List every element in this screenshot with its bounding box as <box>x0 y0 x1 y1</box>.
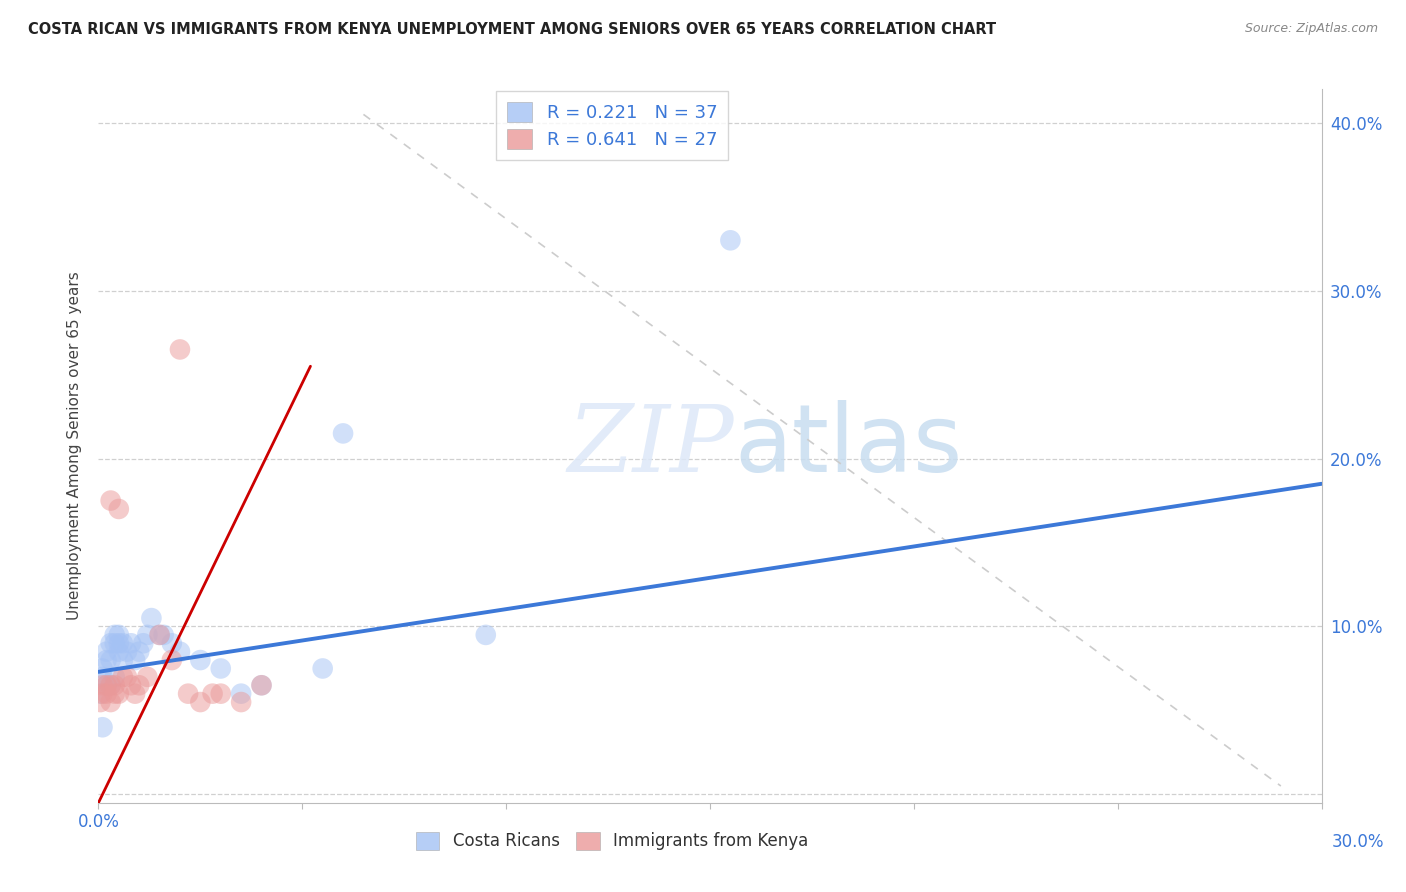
Point <box>115 645 138 659</box>
Point <box>115 670 138 684</box>
Point <box>100 636 122 650</box>
Point <box>104 628 127 642</box>
Point <box>720 233 742 247</box>
Point <box>188 653 212 667</box>
Point <box>201 687 224 701</box>
Point <box>104 636 127 650</box>
Point <box>141 611 163 625</box>
Point <box>91 670 114 684</box>
Point <box>160 653 183 667</box>
Point <box>100 695 122 709</box>
Point <box>209 661 232 675</box>
Point <box>100 493 122 508</box>
Point <box>160 636 183 650</box>
Legend: Costa Ricans, Immigrants from Kenya: Costa Ricans, Immigrants from Kenya <box>408 823 817 859</box>
Point <box>96 678 118 692</box>
Point <box>111 636 134 650</box>
Point <box>104 687 127 701</box>
Point <box>91 720 114 734</box>
Point <box>132 636 155 650</box>
Point <box>136 670 159 684</box>
Point <box>100 678 122 692</box>
Point <box>332 426 354 441</box>
Point <box>111 670 134 684</box>
Point <box>111 653 134 667</box>
Point <box>231 687 253 701</box>
Point <box>91 678 114 692</box>
Point <box>96 645 118 659</box>
Point <box>104 670 127 684</box>
Text: ZIP: ZIP <box>568 401 734 491</box>
Point <box>89 695 111 709</box>
Point <box>152 628 174 642</box>
Point <box>312 661 335 675</box>
Point <box>169 645 191 659</box>
Point <box>250 678 273 692</box>
Point <box>124 687 146 701</box>
Text: Source: ZipAtlas.com: Source: ZipAtlas.com <box>1244 22 1378 36</box>
Point <box>120 678 142 692</box>
Point <box>177 687 200 701</box>
Y-axis label: Unemployment Among Seniors over 65 years: Unemployment Among Seniors over 65 years <box>67 272 83 620</box>
Point <box>250 678 273 692</box>
Text: atlas: atlas <box>734 400 963 492</box>
Point <box>209 687 232 701</box>
Point <box>100 653 122 667</box>
Text: COSTA RICAN VS IMMIGRANTS FROM KENYA UNEMPLOYMENT AMONG SENIORS OVER 65 YEARS CO: COSTA RICAN VS IMMIGRANTS FROM KENYA UNE… <box>28 22 997 37</box>
Point <box>231 695 253 709</box>
Point <box>474 628 498 642</box>
Point <box>124 653 146 667</box>
Point <box>188 695 212 709</box>
Point <box>149 628 172 642</box>
Point <box>96 687 118 701</box>
Point <box>108 687 131 701</box>
Point <box>169 343 191 357</box>
Point <box>108 636 131 650</box>
Point <box>91 661 114 675</box>
Point <box>96 653 118 667</box>
Point <box>128 678 150 692</box>
Point <box>104 678 127 692</box>
Point <box>149 628 172 642</box>
Point <box>108 502 131 516</box>
Point <box>91 687 114 701</box>
Point <box>108 645 131 659</box>
Point <box>89 687 111 701</box>
Point <box>128 645 150 659</box>
Text: 30.0%: 30.0% <box>1331 833 1384 851</box>
Point <box>96 678 118 692</box>
Point <box>136 628 159 642</box>
Point <box>120 636 142 650</box>
Point <box>108 628 131 642</box>
Point <box>100 678 122 692</box>
